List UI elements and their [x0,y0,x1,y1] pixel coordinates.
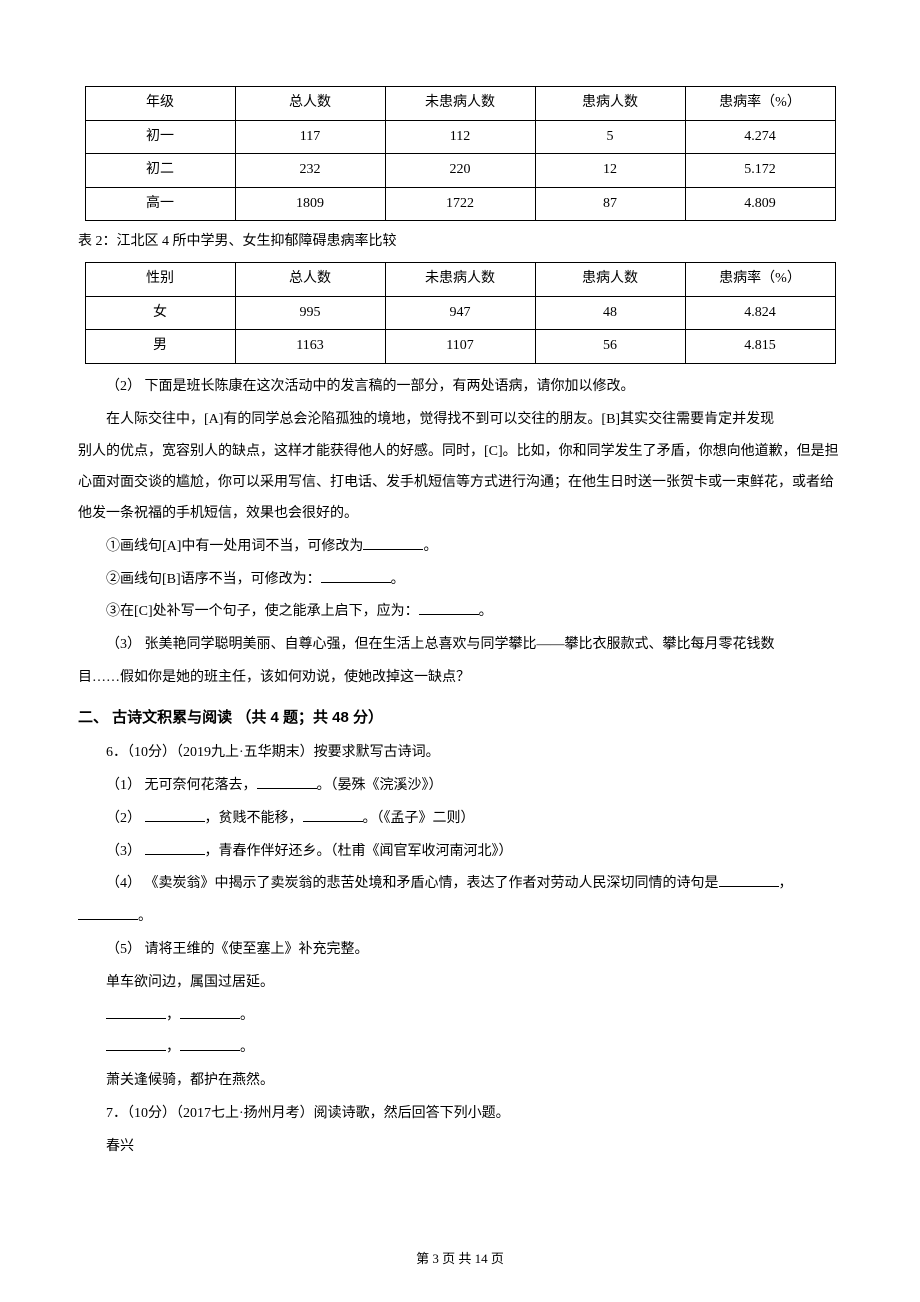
q6-s3b: ，青春作伴好还乡。（杜甫《闻官军收河南河北》） [205,844,513,859]
table-cell: 女 [85,296,235,330]
q6-s4a: （4） 《卖炭翁》中揭示了卖炭翁的悲苦处境和矛盾心情，表达了作者对劳动人民深切同… [106,876,719,891]
table-cell: 5 [535,120,685,154]
table-cell: 4.274 [685,120,835,154]
q3-line2: 目……假如你是她的班主任，该如何劝说，使她改掉这一缺点？ [78,663,842,694]
q6-poem1: 单车欲问边，属国过居延。 [78,968,842,999]
grade-depression-table: 年级 总人数 未患病人数 患病人数 患病率（%） 初一 117 112 5 4.… [85,86,836,221]
q6-head: 6．（10分）（2019九上·五华期末）按要求默写古诗词。 [78,738,842,769]
table-cell: 48 [535,296,685,330]
sep: ， [166,1008,180,1023]
table-cell: 1809 [235,187,385,221]
table-cell: 4.824 [685,296,835,330]
q2-sub2-text: ②画线句[B]语序不当，可修改为： [106,572,321,587]
blank-fill [419,601,479,615]
q6-s2c: 。（《孟子》二则） [363,811,475,826]
q2-sub3: ③在[C]处补写一个句子，使之能承上启下，应为： 。 [78,597,842,628]
t2-col-sick: 患病人数 [535,262,685,296]
gender-depression-table: 性别 总人数 未患病人数 患病人数 患病率（%） 女 995 947 48 4.… [85,262,836,364]
q2-sub3-text: ③在[C]处补写一个句子，使之能承上启下，应为： [106,604,419,619]
table2-caption: 表 2：江北区 4 所中学男、女生抑郁障碍患病率比较 [78,229,842,256]
table-cell: 87 [535,187,685,221]
q6-s4: （4） 《卖炭翁》中揭示了卖炭翁的悲苦处境和矛盾心情，表达了作者对劳动人民深切同… [78,869,842,900]
q6-s1: （1） 无可奈何花落去， 。（晏殊《浣溪沙》） [78,771,842,802]
t2-col-gender: 性别 [85,262,235,296]
t2-col-rate: 患病率（%） [685,262,835,296]
q2-sub2: ②画线句[B]语序不当，可修改为： 。 [78,565,842,596]
t1-col-nosick: 未患病人数 [385,87,535,121]
table-cell: 1163 [235,330,385,364]
t1-col-rate: 患病率（%） [685,87,835,121]
table-cell: 232 [235,154,385,188]
q2-sub1-end: 。 [423,539,437,554]
q2-sub1-text: ①画线句[A]中有一处用词不当，可修改为 [106,539,363,554]
q7-title: 春兴 [78,1132,842,1163]
t2-col-nosick: 未患病人数 [385,262,535,296]
table-cell: 220 [385,154,535,188]
table-cell: 男 [85,330,235,364]
blank-fill [257,775,317,789]
q6-s1b: 。（晏殊《浣溪沙》） [317,778,443,793]
blank-fill [78,906,138,920]
q2-sub2-end: 。 [391,572,405,587]
q6-poem4: 萧关逢候骑，都护在燕然。 [78,1066,842,1097]
table-cell: 995 [235,296,385,330]
q2-body-line1: 在人际交往中，[A]有的同学总会沦陷孤独的境地，觉得找不到可以交往的朋友。[B]… [78,405,842,436]
table-cell: 初一 [85,120,235,154]
q6-s4c: 。 [138,909,152,924]
blank-fill [145,808,205,822]
t1-col-total: 总人数 [235,87,385,121]
q2-sub1: ①画线句[A]中有一处用词不当，可修改为 。 [78,532,842,563]
q6-s4-cont: 。 [78,902,842,933]
table-cell: 1722 [385,187,535,221]
q6-s2: （2） ，贫贱不能移， 。（《孟子》二则） [78,804,842,835]
table-cell: 12 [535,154,685,188]
blank-fill [145,841,205,855]
table-cell: 4.809 [685,187,835,221]
q6-s2a: （2） [106,811,145,826]
q6-s3: （3） ，青春作伴好还乡。（杜甫《闻官军收河南河北》） [78,837,842,868]
table-cell: 56 [535,330,685,364]
q7-head: 7．（10分）（2017七上·扬州月考）阅读诗歌，然后回答下列小题。 [78,1099,842,1130]
q6-s4b: ， [779,876,793,891]
sep: ， [166,1040,180,1055]
q2-body-line2: 别人的优点，宽容别人的缺点，这样才能获得他人的好感。同时，[C]。比如，你和同学… [78,437,842,529]
q6-s5: （5） 请将王维的《使至塞上》补充完整。 [78,935,842,966]
table-cell: 4.815 [685,330,835,364]
table-cell: 初二 [85,154,235,188]
q3-line1: （3） 张美艳同学聪明美丽、自尊心强，但在生活上总喜欢与同学攀比——攀比衣服款式… [78,630,842,661]
section-2-title: 二、 古诗文积累与阅读 （共 4 题；共 48 分） [78,704,842,733]
blank-fill [321,569,391,583]
blank-fill [106,1037,166,1051]
t1-col-grade: 年级 [85,87,235,121]
q6-poem-blank1: ，。 [78,1001,842,1032]
table-cell: 5.172 [685,154,835,188]
blank-fill [719,873,779,887]
blank-fill [363,536,423,550]
q2-sub3-end: 。 [479,604,493,619]
blank-fill [180,1037,240,1051]
page-footer: 第 3 页 共 14 页 [0,1247,920,1272]
t2-col-total: 总人数 [235,262,385,296]
t1-col-sick: 患病人数 [535,87,685,121]
q6-s3a: （3） [106,844,145,859]
end: 。 [240,1008,254,1023]
q2-prompt: （2） 下面是班长陈康在这次活动中的发言稿的一部分，有两处语病，请你加以修改。 [78,372,842,403]
blank-fill [180,1005,240,1019]
table-cell: 112 [385,120,535,154]
q6-s1a: （1） 无可奈何花落去， [106,778,257,793]
table-cell: 117 [235,120,385,154]
q6-poem-blank2: ，。 [78,1033,842,1064]
end: 。 [240,1040,254,1055]
blank-fill [303,808,363,822]
table-cell: 高一 [85,187,235,221]
blank-fill [106,1005,166,1019]
table-cell: 947 [385,296,535,330]
q6-s2b: ，贫贱不能移， [205,811,303,826]
table-cell: 1107 [385,330,535,364]
